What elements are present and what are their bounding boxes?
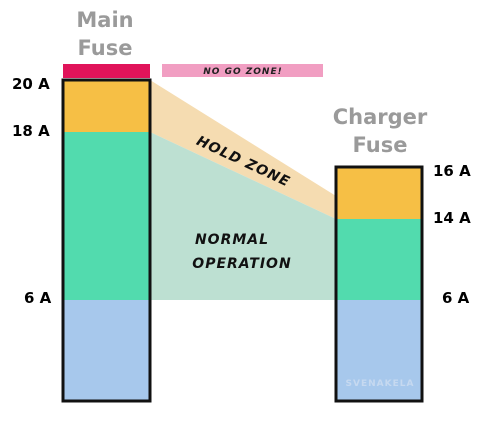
charger-fuse-hold-segment bbox=[336, 167, 422, 219]
main-fuse-normal-segment bbox=[63, 132, 150, 300]
main-label-6a: 6 A bbox=[24, 289, 51, 307]
charger-fuse-bar bbox=[336, 167, 422, 401]
main-fuse-bar bbox=[63, 80, 150, 401]
main-fuse-low-segment bbox=[63, 300, 150, 401]
no-go-zone-label: NO GO ZONE! bbox=[203, 67, 282, 77]
charger-fuse-normal-segment bbox=[336, 219, 422, 300]
main-label-20a: 20 A bbox=[12, 75, 50, 93]
main-label-18a: 18 A bbox=[12, 122, 50, 140]
charger-label-16a: 16 A bbox=[433, 162, 471, 180]
normal-operation-label-line1: NORMAL bbox=[195, 232, 269, 248]
main-fuse-hold-segment bbox=[63, 80, 150, 132]
main-fuse-cap bbox=[63, 64, 150, 78]
charger-label-14a: 14 A bbox=[433, 209, 471, 227]
charger-label-6a: 6 A bbox=[442, 289, 469, 307]
watermark: SVENAKELA bbox=[346, 379, 415, 389]
normal-operation-label-line2: OPERATION bbox=[192, 256, 291, 272]
